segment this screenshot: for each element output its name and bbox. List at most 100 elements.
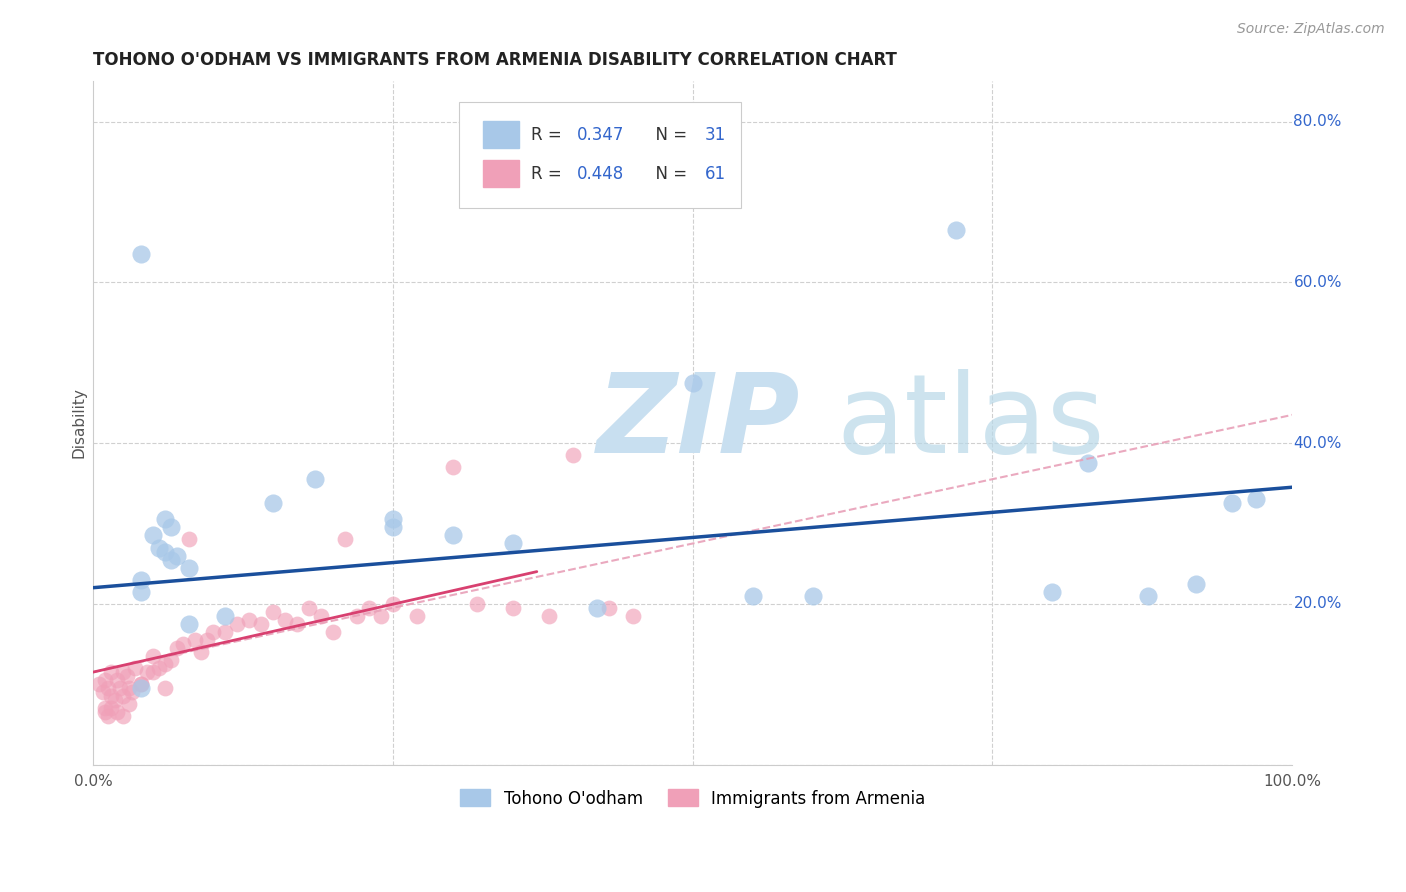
Point — [621, 608, 644, 623]
Point — [214, 608, 236, 623]
Point — [112, 689, 135, 703]
Point — [1137, 589, 1160, 603]
Point — [741, 589, 763, 603]
Point — [124, 661, 146, 675]
Point — [129, 573, 152, 587]
Point — [129, 681, 152, 695]
Point — [441, 460, 464, 475]
FancyBboxPatch shape — [458, 102, 741, 208]
Point — [801, 589, 824, 603]
Point — [502, 536, 524, 550]
Point — [118, 681, 141, 695]
Point — [129, 677, 152, 691]
Y-axis label: Disability: Disability — [72, 387, 86, 458]
Point — [1244, 492, 1267, 507]
Point — [153, 512, 176, 526]
Text: N =: N = — [645, 164, 692, 183]
Text: TOHONO O'ODHAM VS IMMIGRANTS FROM ARMENIA DISABILITY CORRELATION CHART: TOHONO O'ODHAM VS IMMIGRANTS FROM ARMENI… — [93, 51, 897, 69]
Text: 0.448: 0.448 — [576, 164, 624, 183]
Point — [238, 613, 260, 627]
Point — [381, 520, 404, 534]
Text: 20.0%: 20.0% — [1294, 596, 1341, 611]
Point — [115, 669, 138, 683]
Point — [94, 706, 117, 720]
Point — [346, 608, 368, 623]
Point — [214, 624, 236, 639]
Point — [1042, 584, 1064, 599]
Point — [153, 544, 176, 558]
Point — [160, 653, 183, 667]
Point — [129, 677, 152, 691]
Point — [142, 648, 165, 663]
Point — [160, 520, 183, 534]
Point — [190, 645, 212, 659]
Point — [561, 448, 583, 462]
Point — [262, 496, 284, 510]
Text: N =: N = — [645, 126, 692, 144]
Point — [104, 693, 127, 707]
Point — [112, 665, 135, 679]
Bar — [482, 121, 519, 148]
Point — [195, 632, 218, 647]
Point — [1185, 576, 1208, 591]
Point — [406, 608, 429, 623]
Point — [100, 689, 122, 703]
Point — [177, 533, 200, 547]
Point — [285, 616, 308, 631]
Text: 31: 31 — [704, 126, 725, 144]
Point — [142, 528, 165, 542]
Point — [112, 709, 135, 723]
Point — [1077, 456, 1099, 470]
Point — [121, 685, 143, 699]
Point — [108, 681, 131, 695]
Point — [177, 616, 200, 631]
Point — [166, 640, 188, 655]
Point — [129, 584, 152, 599]
Text: 0.347: 0.347 — [576, 126, 624, 144]
Point — [465, 597, 488, 611]
Point — [148, 661, 170, 675]
Point — [97, 709, 120, 723]
Text: 61: 61 — [704, 164, 725, 183]
Point — [100, 701, 122, 715]
Point — [89, 677, 111, 691]
Point — [322, 624, 344, 639]
Point — [381, 512, 404, 526]
Point — [184, 632, 207, 647]
Point — [177, 560, 200, 574]
Text: 40.0%: 40.0% — [1294, 435, 1341, 450]
Point — [105, 706, 128, 720]
Point — [142, 665, 165, 679]
Point — [304, 472, 326, 486]
Point — [94, 701, 117, 715]
Point — [357, 600, 380, 615]
Point — [381, 597, 404, 611]
Text: atlas: atlas — [837, 369, 1105, 476]
Point — [129, 247, 152, 261]
Text: R =: R = — [531, 126, 567, 144]
Legend: Tohono O'odham, Immigrants from Armenia: Tohono O'odham, Immigrants from Armenia — [454, 783, 932, 814]
Point — [298, 600, 321, 615]
Point — [153, 657, 176, 671]
Point — [502, 600, 524, 615]
Point — [598, 600, 620, 615]
Point — [274, 613, 297, 627]
Text: Source: ZipAtlas.com: Source: ZipAtlas.com — [1237, 22, 1385, 37]
Point — [262, 605, 284, 619]
Text: 60.0%: 60.0% — [1294, 275, 1341, 290]
Point — [105, 673, 128, 687]
Point — [91, 685, 114, 699]
Text: ZIP: ZIP — [596, 369, 800, 476]
Point — [945, 223, 967, 237]
Point — [370, 608, 392, 623]
Point — [309, 608, 332, 623]
Point — [202, 624, 225, 639]
Point — [94, 673, 117, 687]
Point — [441, 528, 464, 542]
Point — [226, 616, 249, 631]
Point — [166, 549, 188, 563]
Point — [250, 616, 273, 631]
Point — [118, 697, 141, 711]
Bar — [482, 160, 519, 187]
Text: 80.0%: 80.0% — [1294, 114, 1341, 129]
